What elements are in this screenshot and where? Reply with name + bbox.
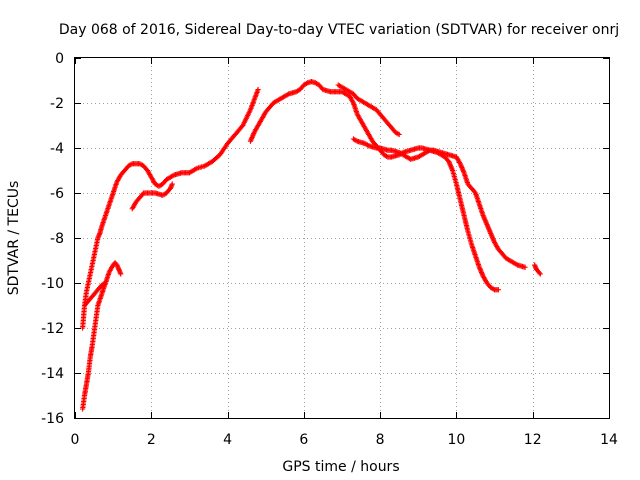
y-tick-label: -2	[50, 96, 64, 112]
y-tick-label: -16	[41, 411, 64, 427]
grid	[75, 58, 609, 418]
data-point	[536, 270, 542, 276]
data-point	[522, 264, 528, 270]
data-marks	[80, 79, 543, 412]
y-tick-label: -4	[50, 141, 64, 157]
y-tick-label: -6	[50, 186, 64, 202]
data-point	[169, 181, 175, 187]
data-point	[495, 287, 501, 293]
data-point	[102, 280, 109, 286]
axis-ticks	[75, 58, 610, 419]
x-tick-label: 10	[448, 432, 466, 448]
chart-title: Day 068 of 2016, Sidereal Day-to-day VTE…	[59, 22, 619, 38]
data-point	[118, 271, 124, 277]
data-point	[537, 271, 543, 277]
y-tick-label: -8	[50, 231, 64, 247]
x-tick-label: 0	[71, 432, 80, 448]
y-tick-label: -14	[41, 366, 64, 382]
x-tick-label: 4	[223, 432, 232, 448]
y-tick-label: 0	[55, 51, 64, 67]
data-point	[255, 86, 261, 93]
x-tick-label: 6	[299, 432, 308, 448]
y-tick-label: -12	[41, 321, 64, 337]
x-tick-label: 14	[600, 432, 618, 448]
x-tick-labels: 0 2 4 6 8 10 12 14	[71, 432, 618, 448]
x-tick-label: 2	[147, 432, 156, 448]
y-axis-label: SDTVAR / TECUs	[6, 181, 22, 296]
plot-frame	[74, 57, 610, 419]
x-tick-label: 8	[376, 432, 385, 448]
y-tick-label: -10	[41, 276, 64, 292]
data-point	[396, 131, 402, 138]
x-axis-label: GPS time / hours	[282, 459, 399, 475]
x-tick-label: 12	[524, 432, 542, 448]
y-tick-labels: 0 -2 -4 -6 -8 -10 -12 -14 -16	[41, 51, 64, 427]
